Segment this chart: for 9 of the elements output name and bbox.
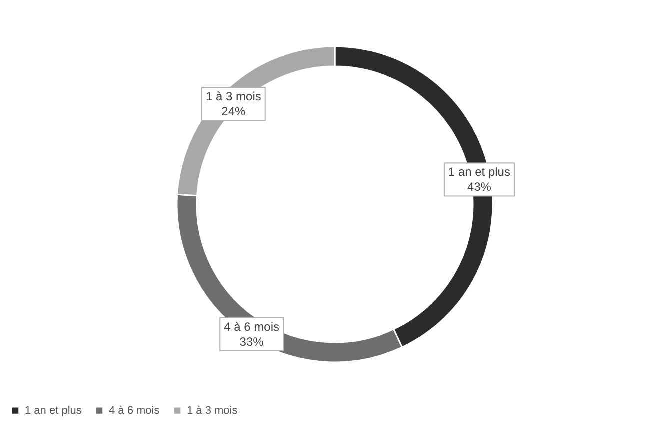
data-label: 33% <box>240 334 264 349</box>
legend-label: 4 à 6 mois <box>109 404 160 417</box>
legend-label: 1 à 3 mois <box>187 404 238 417</box>
data-label: 24% <box>222 104 246 119</box>
slice-label: 1 à 3 mois <box>206 90 262 104</box>
slice-label: 1 an et plus <box>448 165 510 180</box>
data-label: 43% <box>467 180 492 194</box>
legend-label: 1 an et plus <box>25 404 82 417</box>
slice-label: 4 à 6 mois <box>224 320 280 334</box>
